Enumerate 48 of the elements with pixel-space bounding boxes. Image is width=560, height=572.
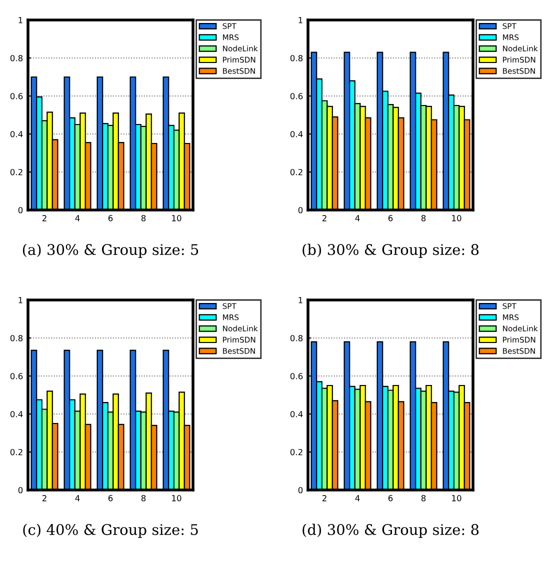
- x-tick-label: 8: [421, 215, 426, 222]
- y-tick-label: 0.6: [10, 92, 23, 100]
- y-tick-label: 0.6: [10, 372, 23, 380]
- y-tick-label: 0: [298, 206, 303, 214]
- x-tick-label: 6: [388, 495, 393, 502]
- y-tick-label: 0: [18, 486, 23, 494]
- text: (a) 30% & Group size: 5: [22, 244, 198, 258]
- y-tick-label: 1: [18, 297, 22, 304]
- y-tick-label: 0.2: [10, 168, 22, 176]
- x-tick-label: 10: [172, 495, 182, 502]
- y-tick-label: 1: [18, 17, 22, 24]
- x-tick-label: 8: [421, 495, 426, 502]
- y-tick-label: 0.2: [10, 448, 22, 456]
- x-tick-label: 2: [42, 495, 46, 502]
- x-tick-label: 4: [75, 215, 80, 222]
- x-tick-label: 2: [322, 495, 326, 502]
- x-tick-label: 8: [141, 215, 146, 222]
- x-tick-label: 10: [452, 495, 462, 502]
- x-tick-label: 10: [452, 215, 462, 222]
- x-tick-label: 4: [75, 495, 80, 502]
- y-tick-label: 0.4: [290, 410, 303, 418]
- y-tick-label: 1: [298, 297, 302, 304]
- x-tick-label: 2: [322, 215, 326, 222]
- x-tick-label: 4: [355, 495, 360, 502]
- x-tick-label: 4: [355, 215, 360, 222]
- x-tick-label: 10: [172, 215, 182, 222]
- y-tick-label: 0.2: [290, 168, 302, 176]
- text: (b) 30% & Group size: 8: [302, 244, 479, 258]
- x-tick-label: 2: [42, 215, 46, 222]
- y-tick-label: 0: [298, 486, 303, 494]
- y-tick-label: 0.4: [10, 130, 23, 138]
- y-tick-label: 0.4: [10, 410, 23, 418]
- y-tick-label: 0.8: [290, 334, 303, 342]
- y-tick-label: 0.8: [10, 54, 23, 62]
- y-tick-label: 1: [298, 17, 302, 24]
- x-tick-label: 6: [108, 215, 113, 222]
- text: (d) 30% & Group size: 8: [302, 524, 479, 538]
- y-tick-label: 0.2: [290, 448, 302, 456]
- y-tick-label: 0.8: [10, 334, 23, 342]
- text: (c) 40% & Group size: 5: [23, 524, 198, 538]
- y-tick-label: 0.6: [290, 92, 303, 100]
- y-tick-label: 0.6: [290, 372, 303, 380]
- x-tick-label: 6: [388, 215, 393, 222]
- y-tick-label: 0: [18, 206, 23, 214]
- x-tick-label: 6: [108, 495, 113, 502]
- y-tick-label: 0.4: [290, 130, 303, 138]
- y-tick-label: 0.8: [290, 54, 303, 62]
- x-tick-label: 8: [141, 495, 146, 502]
